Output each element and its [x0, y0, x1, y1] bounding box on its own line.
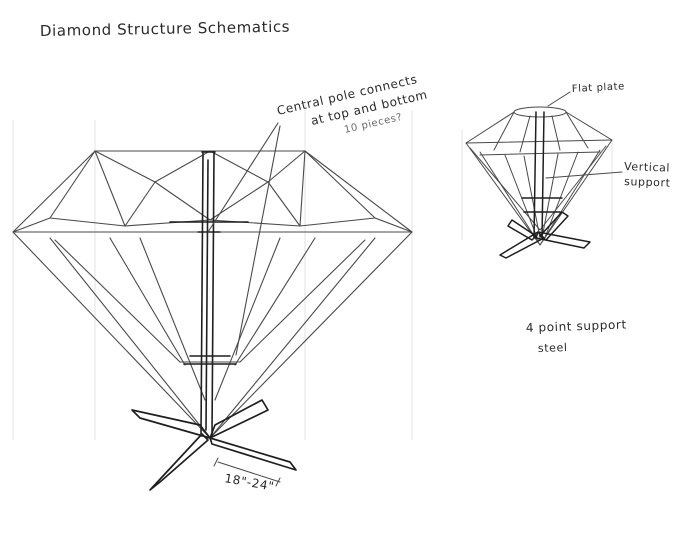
note-vertical-support-1: Vertical — [624, 160, 670, 175]
note-vertical-support-2: support — [624, 175, 671, 190]
small-diamond-drawing — [465, 106, 613, 259]
note-four-point-2: steel — [538, 341, 568, 355]
note-dimension: 18"-24" — [223, 471, 275, 493]
sketch-title: Diamond Structure Schematics — [40, 18, 291, 40]
small-diamond-leaders — [545, 91, 623, 179]
large-diamond-drawing — [12, 150, 413, 491]
central-pole-leaders — [207, 122, 281, 356]
note-four-point-1: 4 point support — [526, 317, 627, 335]
note-flat-plate: Flat plate — [572, 81, 626, 95]
